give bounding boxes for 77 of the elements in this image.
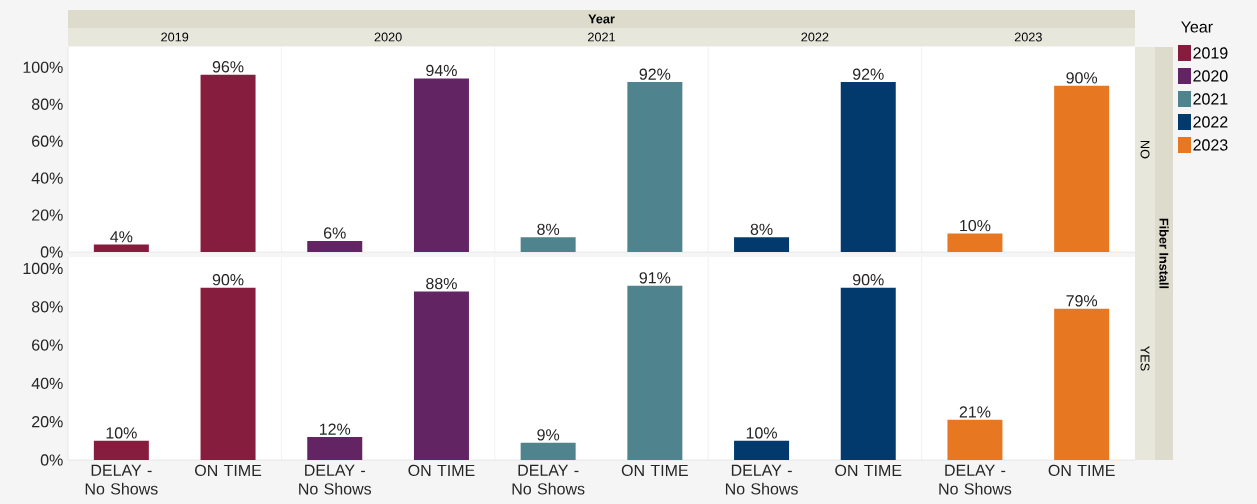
bar xyxy=(413,78,469,252)
x-tick-label: DELAY - No Shows xyxy=(299,464,372,495)
bar xyxy=(1054,85,1110,252)
bar xyxy=(947,233,1003,252)
data-label: 21% xyxy=(959,406,991,418)
bar xyxy=(627,285,683,460)
y-tick-label: 60% xyxy=(32,339,63,351)
data-label: 91% xyxy=(639,272,671,284)
x-tick-label: ON TIME xyxy=(1048,464,1115,477)
text: 2022 xyxy=(801,32,829,42)
y-tick-label: 20% xyxy=(32,209,63,221)
text: 2021 xyxy=(588,32,615,42)
x-tick-label: DELAY - No Shows xyxy=(85,464,158,495)
x-tick-label: ON TIME xyxy=(835,464,902,477)
bar xyxy=(520,442,576,460)
y-tick-label: 40% xyxy=(31,172,63,184)
bar xyxy=(840,82,896,252)
legend-title: Year xyxy=(1181,21,1213,33)
bar xyxy=(520,237,576,252)
bar xyxy=(413,291,469,460)
y-tick-label: 80% xyxy=(31,98,63,110)
legend-label: 2023 xyxy=(1193,139,1228,151)
bar xyxy=(307,240,363,252)
y-tick-label: 80% xyxy=(31,301,63,313)
x-tick-label: ON TIME xyxy=(621,464,688,477)
data-label: 9% xyxy=(537,429,560,441)
text: 2019 xyxy=(161,32,189,42)
data-label: 10% xyxy=(960,219,991,232)
data-label: 92% xyxy=(853,68,884,80)
x-tick-label: DELAY - No Shows xyxy=(512,464,585,495)
bar xyxy=(734,237,790,252)
y-tick-label: 40% xyxy=(31,377,63,390)
text: 2020 xyxy=(374,32,402,42)
bar xyxy=(307,437,363,460)
legend-label: 2019 xyxy=(1193,47,1228,59)
bar xyxy=(947,419,1003,460)
data-label: 90% xyxy=(1066,72,1098,84)
legend-label: 2022 xyxy=(1193,116,1228,128)
x-tick-label: ON TIME xyxy=(195,464,262,477)
bar xyxy=(734,440,790,460)
data-label: 8% xyxy=(537,223,560,235)
data-label: 6% xyxy=(324,227,346,239)
bar xyxy=(840,287,896,460)
bar xyxy=(1054,308,1110,460)
data-label: 90% xyxy=(853,274,884,286)
data-label: 10% xyxy=(746,427,777,439)
y-tick-label: 60% xyxy=(32,135,63,147)
y-tick-label: 100% xyxy=(23,262,63,275)
data-label: 96% xyxy=(212,61,244,73)
data-label: 94% xyxy=(426,64,457,77)
data-label: 8% xyxy=(750,223,773,235)
x-tick-label: ON TIME xyxy=(408,464,475,477)
y-tick-label: 0% xyxy=(40,454,63,466)
data-label: 79% xyxy=(1066,295,1098,307)
data-label: 10% xyxy=(106,427,137,439)
data-label: 90% xyxy=(212,274,244,286)
y-tick-label: 20% xyxy=(32,416,63,428)
data-label: 4% xyxy=(110,231,133,243)
data-label: 12% xyxy=(319,423,351,435)
bar xyxy=(93,440,149,460)
text: 2023 xyxy=(1014,32,1042,42)
bar xyxy=(200,287,256,460)
text: Year xyxy=(588,14,615,24)
y-tick-label: 0% xyxy=(40,246,63,258)
bar xyxy=(627,82,683,252)
bar xyxy=(93,244,149,252)
text: Fiber Install xyxy=(1159,218,1169,289)
data-label: 92% xyxy=(639,68,671,80)
x-tick-label: DELAY - No Shows xyxy=(725,464,798,495)
legend-label: 2021 xyxy=(1193,93,1228,105)
data-label: 88% xyxy=(426,277,457,290)
y2-axis-title: NO xyxy=(1140,141,1150,159)
y2-axis-title: YES xyxy=(1140,346,1150,371)
x-tick-label: DELAY - No Shows xyxy=(939,464,1012,495)
legend-label: 2020 xyxy=(1193,70,1228,82)
y-tick-label: 100% xyxy=(23,61,63,73)
bar xyxy=(200,74,256,252)
